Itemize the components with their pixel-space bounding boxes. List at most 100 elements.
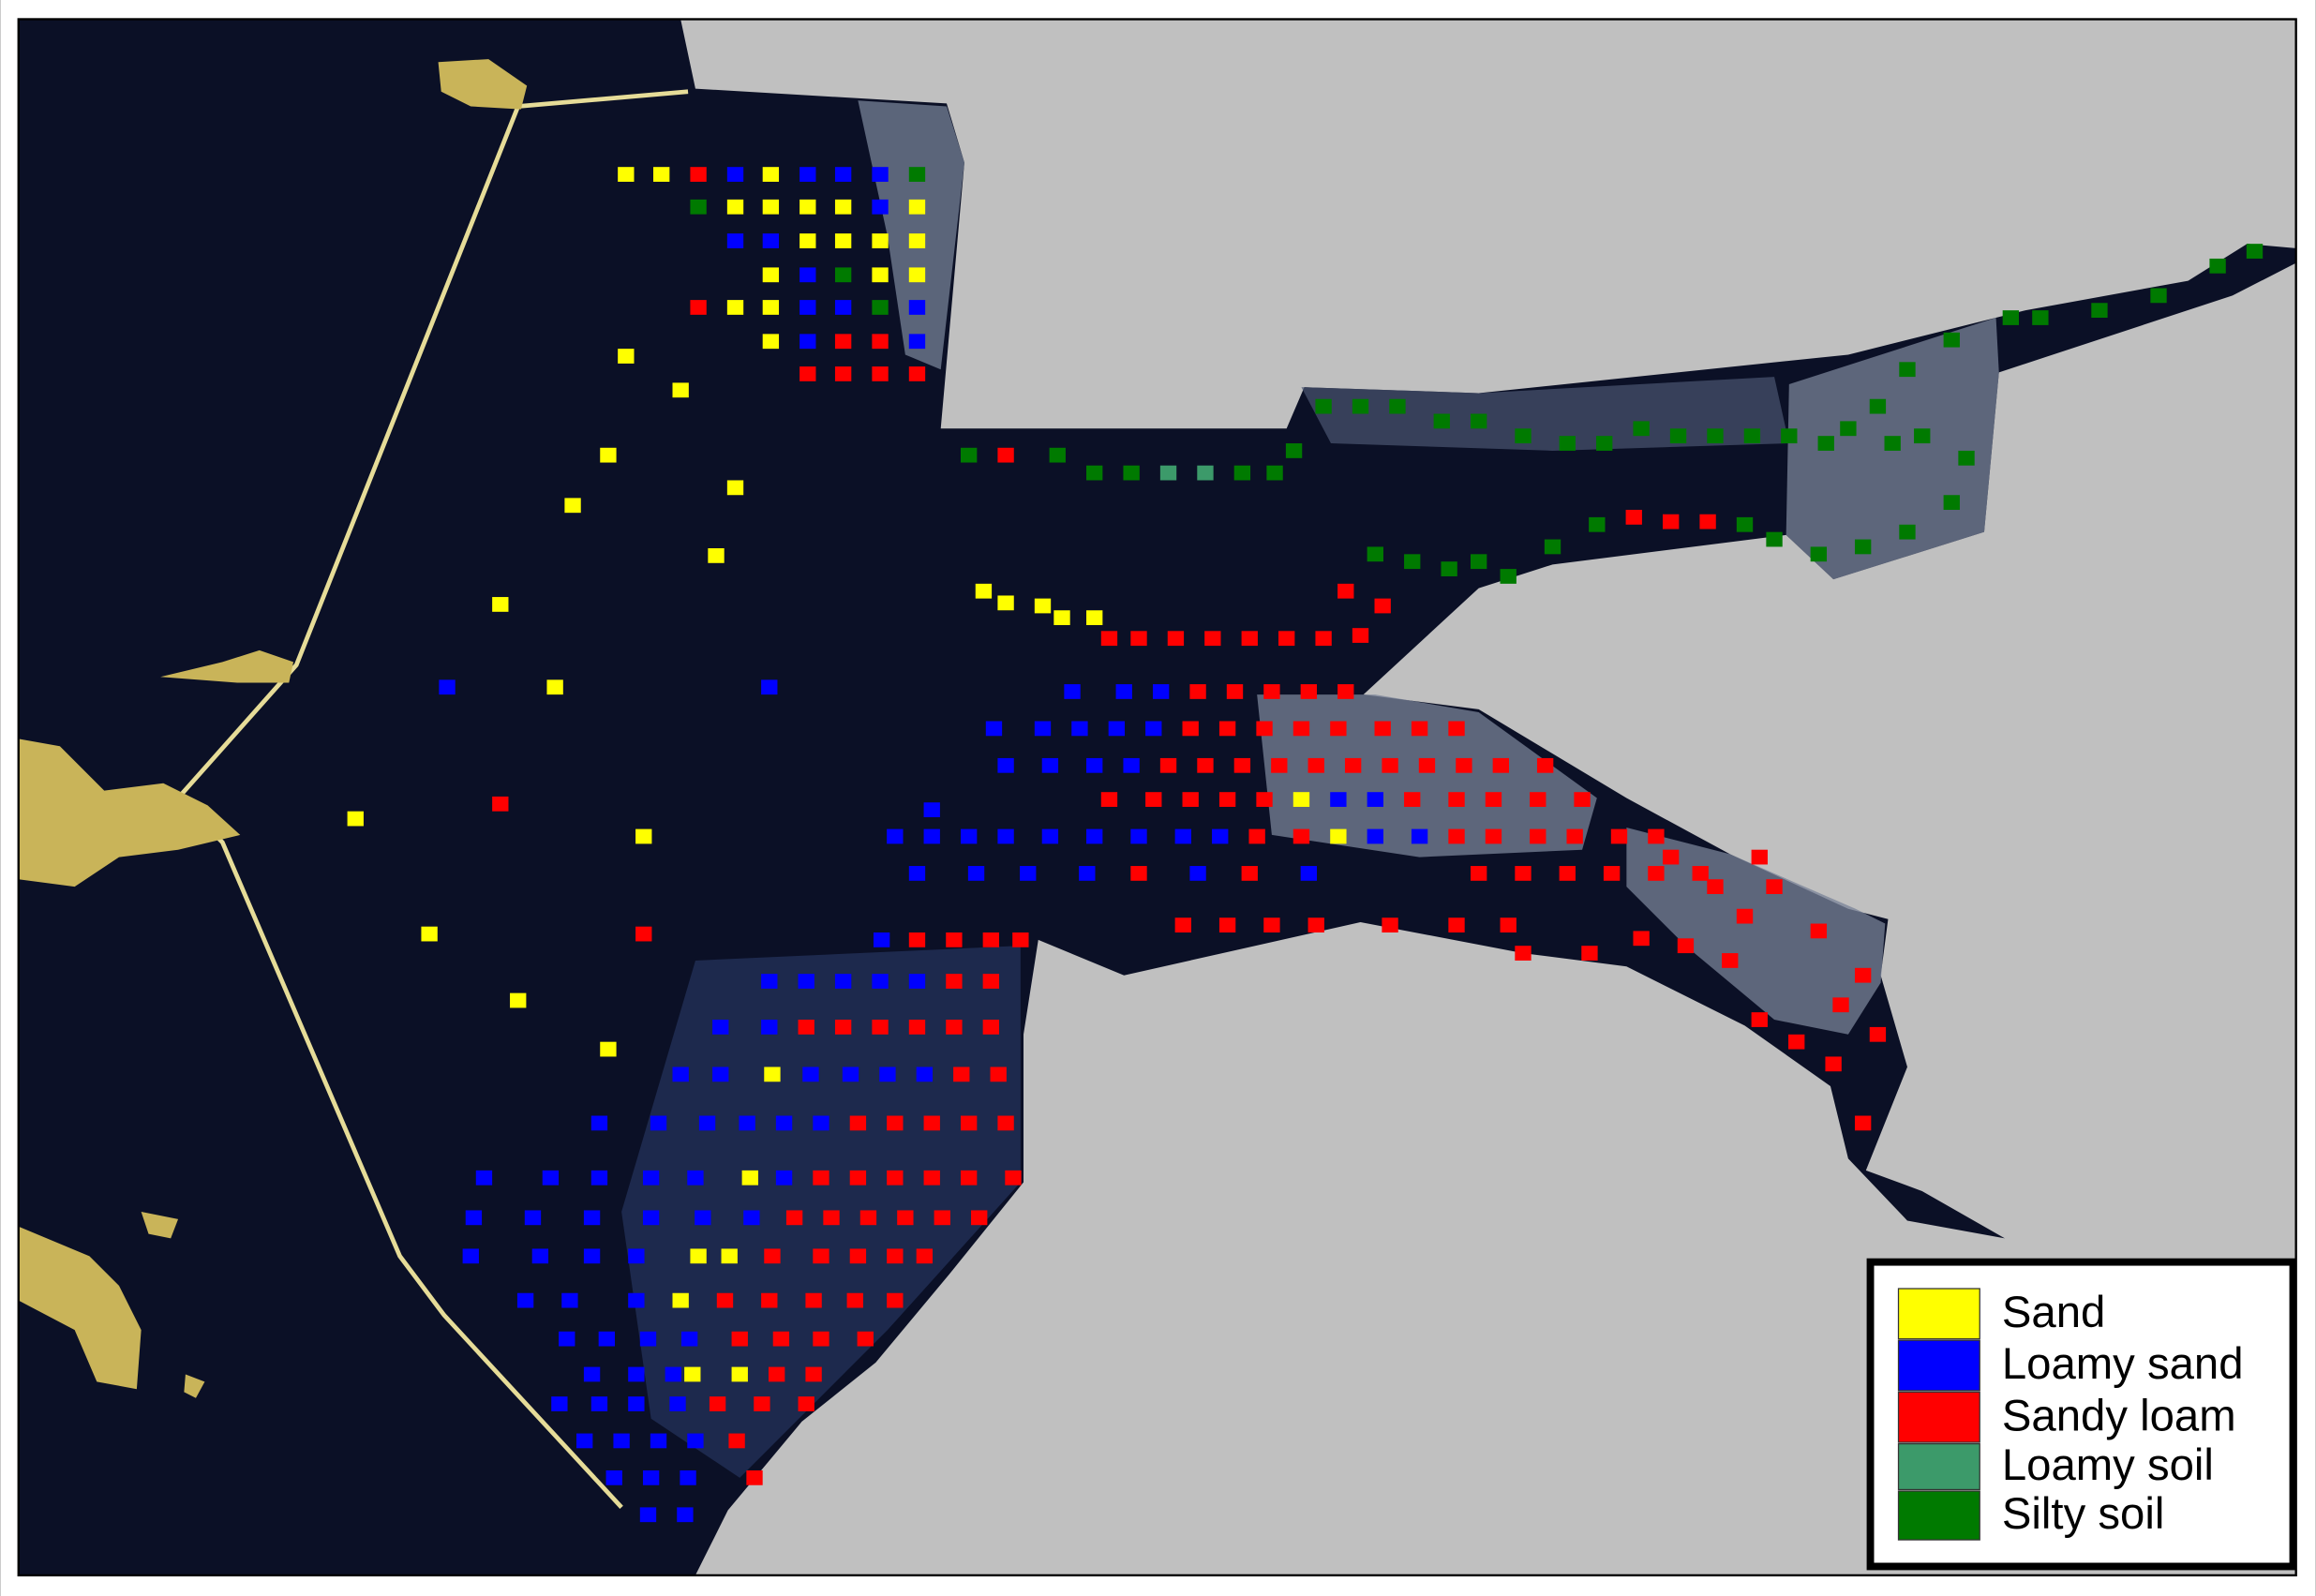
sample-site: [1559, 436, 1576, 451]
sample-site: [1271, 757, 1288, 773]
sample-site: [1034, 721, 1052, 737]
sample-site: [1832, 997, 1849, 1013]
sample-site: [1367, 792, 1383, 807]
sample-site: [1034, 598, 1052, 614]
sample-site: [872, 267, 889, 283]
sample-site: [1884, 436, 1901, 451]
sample-site: [1515, 946, 1532, 961]
sample-site: [1145, 792, 1162, 807]
sample-site: [492, 796, 509, 812]
sample-site: [1086, 757, 1103, 773]
sample-site: [639, 1507, 657, 1523]
sample-site: [1559, 866, 1576, 881]
sample-site: [576, 1433, 593, 1449]
sample-site: [1751, 849, 1768, 865]
sample-site: [1330, 792, 1347, 807]
sample-site: [946, 932, 963, 947]
sample-site: [743, 1210, 760, 1226]
sample-site: [834, 233, 852, 248]
sample-site: [761, 1292, 778, 1308]
sample-site: [1367, 546, 1383, 562]
sample-site: [695, 1210, 711, 1226]
sample-site: [1123, 465, 1140, 481]
sample-site: [687, 1433, 704, 1449]
sample-site: [1041, 828, 1059, 844]
sample-site: [1500, 569, 1517, 584]
sample-site: [1817, 436, 1834, 451]
sample-site: [1544, 539, 1561, 555]
sample-site: [872, 334, 889, 350]
sample-site: [1751, 1012, 1768, 1027]
sample-site: [1300, 866, 1318, 881]
sample-site: [1515, 866, 1532, 881]
sample-site: [908, 932, 926, 947]
sample-site: [516, 1292, 534, 1308]
sample-site: [1633, 931, 1650, 947]
sample-site: [975, 583, 993, 599]
sample-site: [1810, 546, 1828, 562]
sample-site: [1530, 828, 1546, 844]
sample-site: [1226, 684, 1244, 699]
sample-site: [1130, 631, 1147, 647]
sample-site: [1218, 917, 1236, 932]
sample-site: [1418, 757, 1436, 773]
sample-site: [813, 1115, 829, 1131]
sample-site: [798, 974, 814, 989]
sample-site: [997, 447, 1014, 463]
sample-site: [1574, 792, 1591, 807]
sample-site: [1263, 917, 1280, 932]
sample-site: [590, 1170, 608, 1186]
sample-site: [1263, 684, 1280, 699]
sample-site: [635, 828, 652, 844]
sample-site: [908, 199, 926, 215]
sample-site: [1020, 866, 1037, 881]
sample-site: [1788, 1034, 1805, 1050]
legend-label: Sandy loam: [2002, 1391, 2236, 1440]
sample-site: [1123, 757, 1140, 773]
island: [438, 59, 528, 110]
sample-site: [834, 1020, 852, 1035]
sample-site: [1100, 631, 1118, 647]
sample-site: [618, 349, 635, 364]
sample-site: [1736, 516, 1754, 532]
sample-site: [985, 721, 1003, 737]
sample-site: [1943, 495, 1960, 511]
sample-site: [1256, 792, 1273, 807]
sample-site: [1596, 436, 1613, 451]
sample-site: [583, 1366, 601, 1382]
sample-site: [1471, 554, 1487, 570]
sample-site: [1448, 792, 1465, 807]
sample-site: [635, 926, 652, 942]
sample-site: [1218, 721, 1236, 737]
sample-site: [1197, 465, 1214, 481]
sample-site: [872, 233, 889, 248]
sample-site: [923, 828, 940, 844]
sample-site: [613, 1433, 630, 1449]
sample-site: [967, 866, 985, 881]
sample-site: [887, 1170, 904, 1186]
sample-site: [1005, 1170, 1022, 1186]
sample-site: [1492, 757, 1510, 773]
sample-site: [1404, 792, 1421, 807]
sample-site: [799, 199, 816, 215]
sample-site: [762, 199, 780, 215]
sample-site: [731, 1366, 748, 1382]
sample-site: [849, 1170, 867, 1186]
sample-site: [590, 1396, 608, 1411]
sample-site: [672, 1066, 689, 1082]
sample-site: [492, 597, 509, 612]
sample-site: [834, 366, 852, 381]
sample-site: [849, 1115, 867, 1131]
sample-site: [665, 1366, 681, 1382]
sample-site: [1736, 908, 1754, 924]
sample-site: [1145, 721, 1162, 737]
sample-site: [628, 1248, 645, 1264]
sample-site: [1307, 917, 1324, 932]
legend-label: Loamy soil: [2002, 1440, 2214, 1490]
sample-site: [690, 199, 707, 215]
sample-site: [908, 974, 926, 989]
sample-site: [690, 1248, 707, 1264]
sample-site: [1374, 721, 1391, 737]
